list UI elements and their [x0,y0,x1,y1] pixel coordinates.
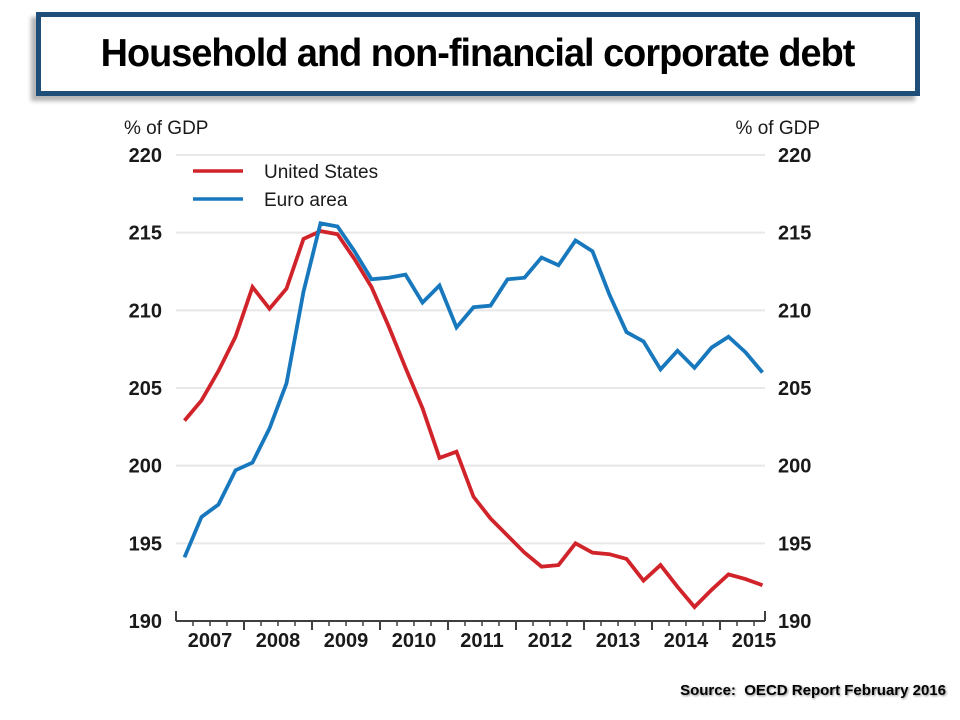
y-tick-label-right-220: 220 [778,145,811,167]
x-year-label-2015: 2015 [732,630,777,652]
source-text: OECD Report February 2016 [744,682,946,699]
y-tick-label-right-195: 195 [778,533,811,555]
y-tick-label-left-195: 195 [129,533,162,555]
y-axis-unit-left: % of GDP [124,118,208,139]
y-tick-label-right-210: 210 [778,300,811,322]
x-year-label-2007: 2007 [188,630,233,652]
y-tick-label-right-205: 205 [778,378,811,400]
y-tick-label-right-190: 190 [778,611,811,633]
y-tick-label-right-215: 215 [778,223,811,245]
series-line-euro-area [182,221,764,559]
series-line-united-states [183,229,764,610]
y-axis-unit-right: % of GDP [736,118,820,139]
source-label: Source: [680,682,736,699]
x-year-label-2011: 2011 [460,630,503,652]
x-year-label-2009: 2009 [324,630,369,652]
x-year-label-2010: 2010 [392,630,437,652]
title-box: Household and non-financial corporate de… [36,12,920,96]
x-year-label-2008: 2008 [256,630,301,652]
x-year-label-2014: 2014 [664,630,709,652]
y-tick-label-left-190: 190 [129,611,162,633]
x-year-label-2013: 2013 [596,630,641,652]
y-tick-label-left-210: 210 [129,300,162,322]
y-tick-label-left-205: 205 [129,378,162,400]
legend-label-united-states: United States [264,162,378,183]
y-tick-label-left-220: 220 [129,145,162,167]
y-tick-label-left-200: 200 [129,456,162,478]
source-spacer [736,682,744,699]
y-tick-label-right-200: 200 [778,456,811,478]
legend-label-euro-area: Euro area [264,190,348,211]
source-note: Source: OECD Report February 2016 [680,682,946,699]
y-tick-label-left-215: 215 [129,223,162,245]
slide-title: Household and non-financial corporate de… [101,32,856,75]
x-year-label-2012: 2012 [528,630,573,652]
